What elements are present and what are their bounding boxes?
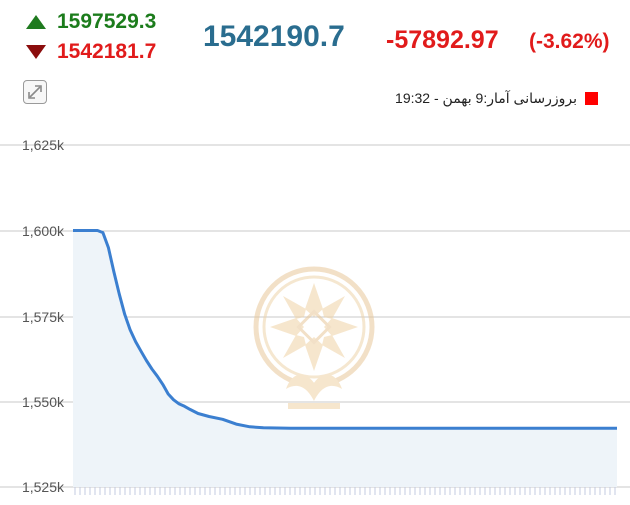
y-tick-label: 1,550k [22, 394, 65, 410]
legend-label: بروزرسانی آمار:9 بهمن - 19:32 [395, 90, 577, 106]
y-tick-label: 1,525k [22, 479, 65, 495]
high-value: 1597529.3 [57, 10, 157, 33]
expand-button[interactable] [23, 80, 47, 104]
y-tick-label: 1,575k [22, 309, 65, 325]
series-area [73, 230, 617, 487]
triangle-up-icon [26, 15, 46, 29]
legend-swatch [585, 92, 598, 105]
chart-legend: بروزرسانی آمار:9 بهمن - 19:32 [395, 90, 598, 107]
y-axis-labels: 1,525k 1,550k 1,575k 1,600k 1,625k [22, 137, 65, 495]
high-value-row: 1597529.3 [26, 10, 156, 34]
y-tick-label: 1,600k [22, 223, 65, 239]
triangle-down-icon [26, 45, 46, 59]
last-value: 1542190.7 [203, 20, 345, 53]
expand-icon [28, 85, 42, 99]
low-value-row: 1542181.7 [26, 40, 156, 64]
y-tick-label: 1,625k [22, 137, 65, 153]
low-value: 1542181.7 [57, 40, 157, 63]
emblem-watermark [253, 266, 375, 409]
change-value: -57892.97 [386, 26, 499, 54]
change-percent: (-3.62%) [529, 30, 610, 53]
x-axis-ticks [74, 487, 616, 495]
series-line [73, 229, 617, 430]
